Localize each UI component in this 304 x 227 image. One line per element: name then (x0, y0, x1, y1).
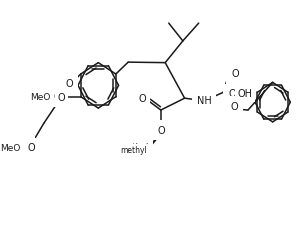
Text: O: O (231, 70, 239, 80)
Text: O: O (157, 126, 165, 136)
Text: O: O (138, 94, 146, 104)
Text: MeO: MeO (1, 143, 21, 153)
Text: O: O (230, 102, 238, 112)
Text: O: O (28, 143, 35, 153)
Text: MeO: MeO (30, 93, 51, 102)
Text: O: O (54, 92, 61, 102)
Text: O: O (230, 101, 238, 111)
Text: O: O (65, 79, 73, 89)
Text: NH: NH (197, 95, 211, 105)
Text: O: O (157, 125, 165, 135)
Text: MeO: MeO (29, 92, 49, 101)
Text: NH: NH (198, 96, 212, 106)
Text: methyl: methyl (119, 143, 148, 152)
Text: O: O (137, 94, 145, 104)
Text: O: O (28, 143, 35, 153)
Text: methyl: methyl (120, 146, 147, 155)
Text: MeO: MeO (0, 143, 20, 153)
Text: O: O (57, 93, 65, 103)
Text: OH: OH (237, 89, 252, 99)
Text: O: O (231, 69, 239, 79)
Text: O: O (65, 79, 73, 89)
Text: OH: OH (228, 89, 243, 99)
